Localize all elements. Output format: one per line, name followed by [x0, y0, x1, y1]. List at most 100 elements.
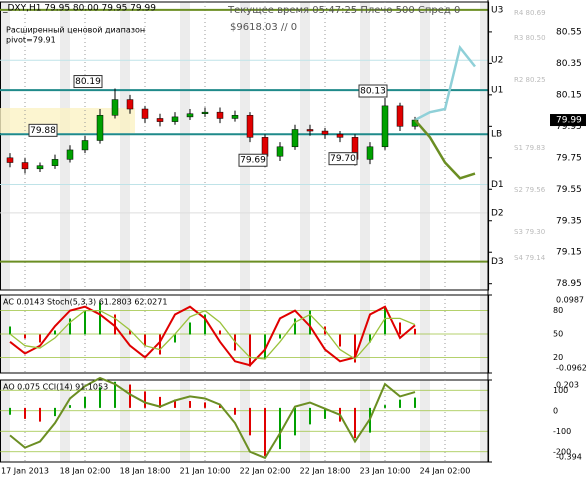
- price-label: 80.19: [75, 77, 101, 87]
- price-label-box: [238, 153, 268, 167]
- pivot-label: R2 80.25: [514, 76, 546, 84]
- y-tick-label: 80: [553, 306, 563, 315]
- current-price-label: 79.99: [556, 116, 582, 126]
- y2-tick-label: -0.394: [556, 453, 582, 462]
- histogram-bar: [144, 391, 146, 408]
- histogram-bar: [249, 334, 251, 367]
- histogram-bar: [174, 399, 176, 408]
- candle-body: [111, 99, 119, 116]
- candle-body: [291, 129, 299, 148]
- candle-body: [201, 111, 209, 114]
- histogram-bar: [264, 334, 266, 359]
- candle-body: [321, 130, 329, 135]
- histogram-bar: [219, 330, 221, 335]
- histogram-bar: [204, 314, 206, 335]
- y-tick-label: 79.35: [556, 216, 582, 226]
- current-price-box: [550, 114, 586, 127]
- x-tick-label: 22 Jan 02:00: [240, 467, 291, 476]
- candle-body: [51, 159, 59, 166]
- pivot-label: R4 80.69: [514, 9, 546, 17]
- level-label: U2: [491, 56, 503, 66]
- candle-body: [231, 115, 239, 119]
- histogram-bar: [249, 407, 251, 436]
- pivot-text: pivot=79.91: [6, 36, 56, 45]
- histogram-bar: [69, 405, 71, 408]
- pivot-label: S4 79.14: [514, 254, 546, 262]
- session-band: [0, 2, 10, 290]
- session-band: [300, 2, 310, 290]
- pivot-label: S2 79.56: [514, 186, 546, 194]
- candle-body: [246, 115, 254, 138]
- session-band: [240, 2, 250, 290]
- price-label-box: [358, 84, 388, 98]
- histogram-bar: [294, 318, 296, 335]
- session-band: [60, 380, 70, 462]
- histogram-bar: [399, 322, 401, 335]
- candle-body: [81, 140, 89, 151]
- histogram-bar: [174, 334, 176, 343]
- candle-body: [126, 99, 134, 110]
- panel-title: AO 0.075 CCI(14) 91.1053: [3, 383, 108, 392]
- histogram-bar: [339, 334, 341, 347]
- session-band: [480, 380, 490, 462]
- y-tick-label: 79.55: [556, 185, 582, 195]
- level-label: D1: [491, 180, 504, 190]
- pivot-label: R3 80.50: [514, 34, 546, 42]
- histogram-bar: [24, 334, 26, 339]
- candle-body: [276, 146, 284, 157]
- histogram-bar: [144, 334, 146, 347]
- histogram-bar: [414, 328, 416, 335]
- histogram-bar: [159, 396, 161, 408]
- y-tick-label: 79.95: [556, 122, 582, 132]
- session-band: [120, 380, 130, 462]
- candle-body: [96, 115, 104, 141]
- price-label-box: [28, 123, 58, 137]
- candle-body: [66, 149, 74, 160]
- indicator-line: [9, 305, 416, 367]
- histogram-bar: [294, 407, 296, 436]
- histogram-bar: [114, 314, 116, 335]
- y-tick-label: 100: [553, 386, 568, 395]
- candle-body: [261, 137, 269, 157]
- level-label: D3: [491, 257, 504, 267]
- histogram-bar: [189, 401, 191, 408]
- y-tick-label: 79.75: [556, 153, 582, 163]
- y2-tick-label: -0.0962: [556, 364, 587, 373]
- level-label: U1: [491, 86, 503, 96]
- panel-title: AC 0.0143 Stoch(5,3,3) 61.2803 62.0271: [3, 298, 167, 307]
- balance-text: $9618.03 // 0: [230, 22, 297, 33]
- histogram-bar: [279, 407, 281, 450]
- histogram-bar: [9, 326, 11, 335]
- histogram-bar: [84, 396, 86, 408]
- histogram-bar: [399, 399, 401, 408]
- y-tick-label: -100: [553, 427, 571, 436]
- histogram-bar: [39, 407, 41, 422]
- histogram-bar: [354, 407, 356, 439]
- histogram-bar: [234, 407, 236, 415]
- projection-line: [414, 119, 476, 180]
- level-label: D2: [491, 208, 504, 218]
- histogram-bar: [114, 381, 116, 408]
- histogram-bar: [384, 405, 386, 408]
- pivot-label: S3 79.30: [514, 228, 545, 236]
- session-band: [480, 2, 490, 290]
- session-band: [180, 380, 190, 462]
- y-tick-label: 80.15: [556, 90, 582, 100]
- level-label: LB: [491, 130, 502, 140]
- candle-body: [396, 105, 404, 127]
- session-band: [60, 2, 70, 290]
- status-text: Текущее время 05:47:25 Плечо 500 Спред 0: [227, 5, 460, 16]
- histogram-bar: [9, 407, 11, 415]
- histogram-bar: [99, 302, 101, 335]
- session-band: [120, 2, 130, 290]
- histogram-bar: [219, 405, 221, 408]
- y-tick-label: 20: [553, 353, 563, 362]
- y2-tick-label: 0.0987: [556, 296, 584, 305]
- y-tick-label: 79.15: [556, 248, 582, 258]
- histogram-bar: [39, 334, 41, 343]
- pivot-label: S1 79.83: [514, 144, 545, 152]
- histogram-bar: [204, 402, 206, 408]
- candle-body: [36, 165, 44, 170]
- y-tick-label: -200: [553, 447, 571, 456]
